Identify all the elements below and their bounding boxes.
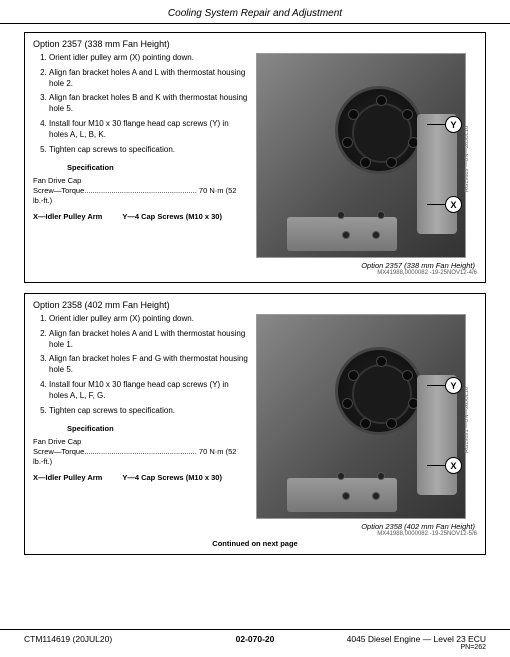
callout-y: Y (445, 116, 462, 133)
plate-icon (287, 217, 397, 251)
dots: ........................................… (84, 186, 197, 195)
callout-x: X (445, 457, 462, 474)
spec-label: Screw—Torque (33, 447, 84, 456)
option-2358-text: Orient idler pulley arm (X) pointing dow… (33, 314, 248, 537)
figure-caption: Option 2358 (402 mm Fan Height) (256, 522, 477, 531)
legend-x: X—Idler Pulley Arm (33, 473, 102, 483)
option-2358-steps: Orient idler pulley arm (X) pointing dow… (33, 314, 248, 416)
legend-y: Y—4 Cap Screws (M10 x 30) (122, 473, 222, 483)
figure-code: MX41988,0000082 -19-25NOV12-5/6 (256, 531, 477, 537)
option-2357-title: Option 2357 (338 mm Fan Height) (33, 39, 477, 49)
legend-y: Y—4 Cap Screws (M10 x 30) (122, 212, 222, 222)
side-code: RG19889 —UN—28JUL10 (464, 125, 470, 191)
option-2358-title: Option 2358 (402 mm Fan Height) (33, 300, 477, 310)
option-2357-steps: Orient idler pulley arm (X) pointing dow… (33, 53, 248, 155)
figure-caption: Option 2357 (338 mm Fan Height) (256, 261, 477, 270)
mechanical-illustration: Y X RG19889 —UN—28JUL10 (256, 53, 466, 258)
header-title: Cooling System Repair and Adjustment (168, 8, 342, 19)
step: Orient idler pulley arm (X) pointing dow… (49, 53, 248, 64)
step: Install four M10 x 30 flange head cap sc… (49, 380, 248, 402)
step: Tighten cap screws to specification. (49, 406, 248, 417)
spec-line: Screw—Torque............................… (33, 186, 248, 206)
legend-x: X—Idler Pulley Arm (33, 212, 102, 222)
callout-y: Y (445, 377, 462, 394)
option-2358-box: Option 2358 (402 mm Fan Height) Orient i… (24, 293, 486, 555)
continued-text: Continued on next page (33, 539, 477, 548)
step: Tighten cap screws to specification. (49, 145, 248, 156)
page-header: Cooling System Repair and Adjustment (0, 0, 510, 24)
dots: ........................................… (84, 447, 197, 456)
plate-icon (287, 478, 397, 512)
step: Align fan bracket holes B and K with the… (49, 93, 248, 115)
option-2357-text: Orient idler pulley arm (X) pointing dow… (33, 53, 248, 276)
figure-code: MX41988,0000082 -19-25NOV12-4/6 (256, 270, 477, 276)
spec-group: Fan Drive Cap (33, 176, 248, 186)
spec-label: Screw—Torque (33, 186, 84, 195)
fan-hub-icon (335, 86, 423, 174)
option-2357-box: Option 2357 (338 mm Fan Height) Orient i… (24, 32, 486, 283)
footer-left: CTM114619 (20JUL20) (24, 634, 112, 644)
step: Orient idler pulley arm (X) pointing dow… (49, 314, 248, 325)
spec-heading: Specification (67, 424, 248, 434)
footer-center: 02-070-20 (236, 634, 275, 644)
spec-line: Screw—Torque............................… (33, 447, 248, 467)
page-number: PN=262 (347, 644, 486, 651)
step: Align fan bracket holes A and L with the… (49, 68, 248, 90)
spec-heading: Specification (67, 163, 248, 173)
step: Align fan bracket holes A and L with the… (49, 329, 248, 351)
legend-row: X—Idler Pulley Arm Y—4 Cap Screws (M10 x… (33, 473, 248, 483)
spec-group: Fan Drive Cap (33, 437, 248, 447)
footer-right: 4045 Diesel Engine — Level 23 ECU PN=262 (347, 634, 486, 651)
page-footer: CTM114619 (20JUL20) 02-070-20 4045 Diese… (0, 629, 510, 651)
side-code: RG19891 —UN—28JUL10 (464, 386, 470, 452)
step: Install four M10 x 30 flange head cap sc… (49, 119, 248, 141)
page-content: Option 2357 (338 mm Fan Height) Orient i… (0, 24, 510, 555)
callout-x: X (445, 196, 462, 213)
fan-hub-icon (335, 347, 423, 435)
option-2357-figure: Y X RG19889 —UN—28JUL10 Option 2357 (338… (256, 53, 477, 276)
option-2358-figure: Y X RG19891 —UN—28JUL10 Option 2358 (402… (256, 314, 477, 537)
legend-row: X—Idler Pulley Arm Y—4 Cap Screws (M10 x… (33, 212, 248, 222)
step: Align fan bracket holes F and G with the… (49, 354, 248, 376)
mechanical-illustration: Y X RG19891 —UN—28JUL10 (256, 314, 466, 519)
